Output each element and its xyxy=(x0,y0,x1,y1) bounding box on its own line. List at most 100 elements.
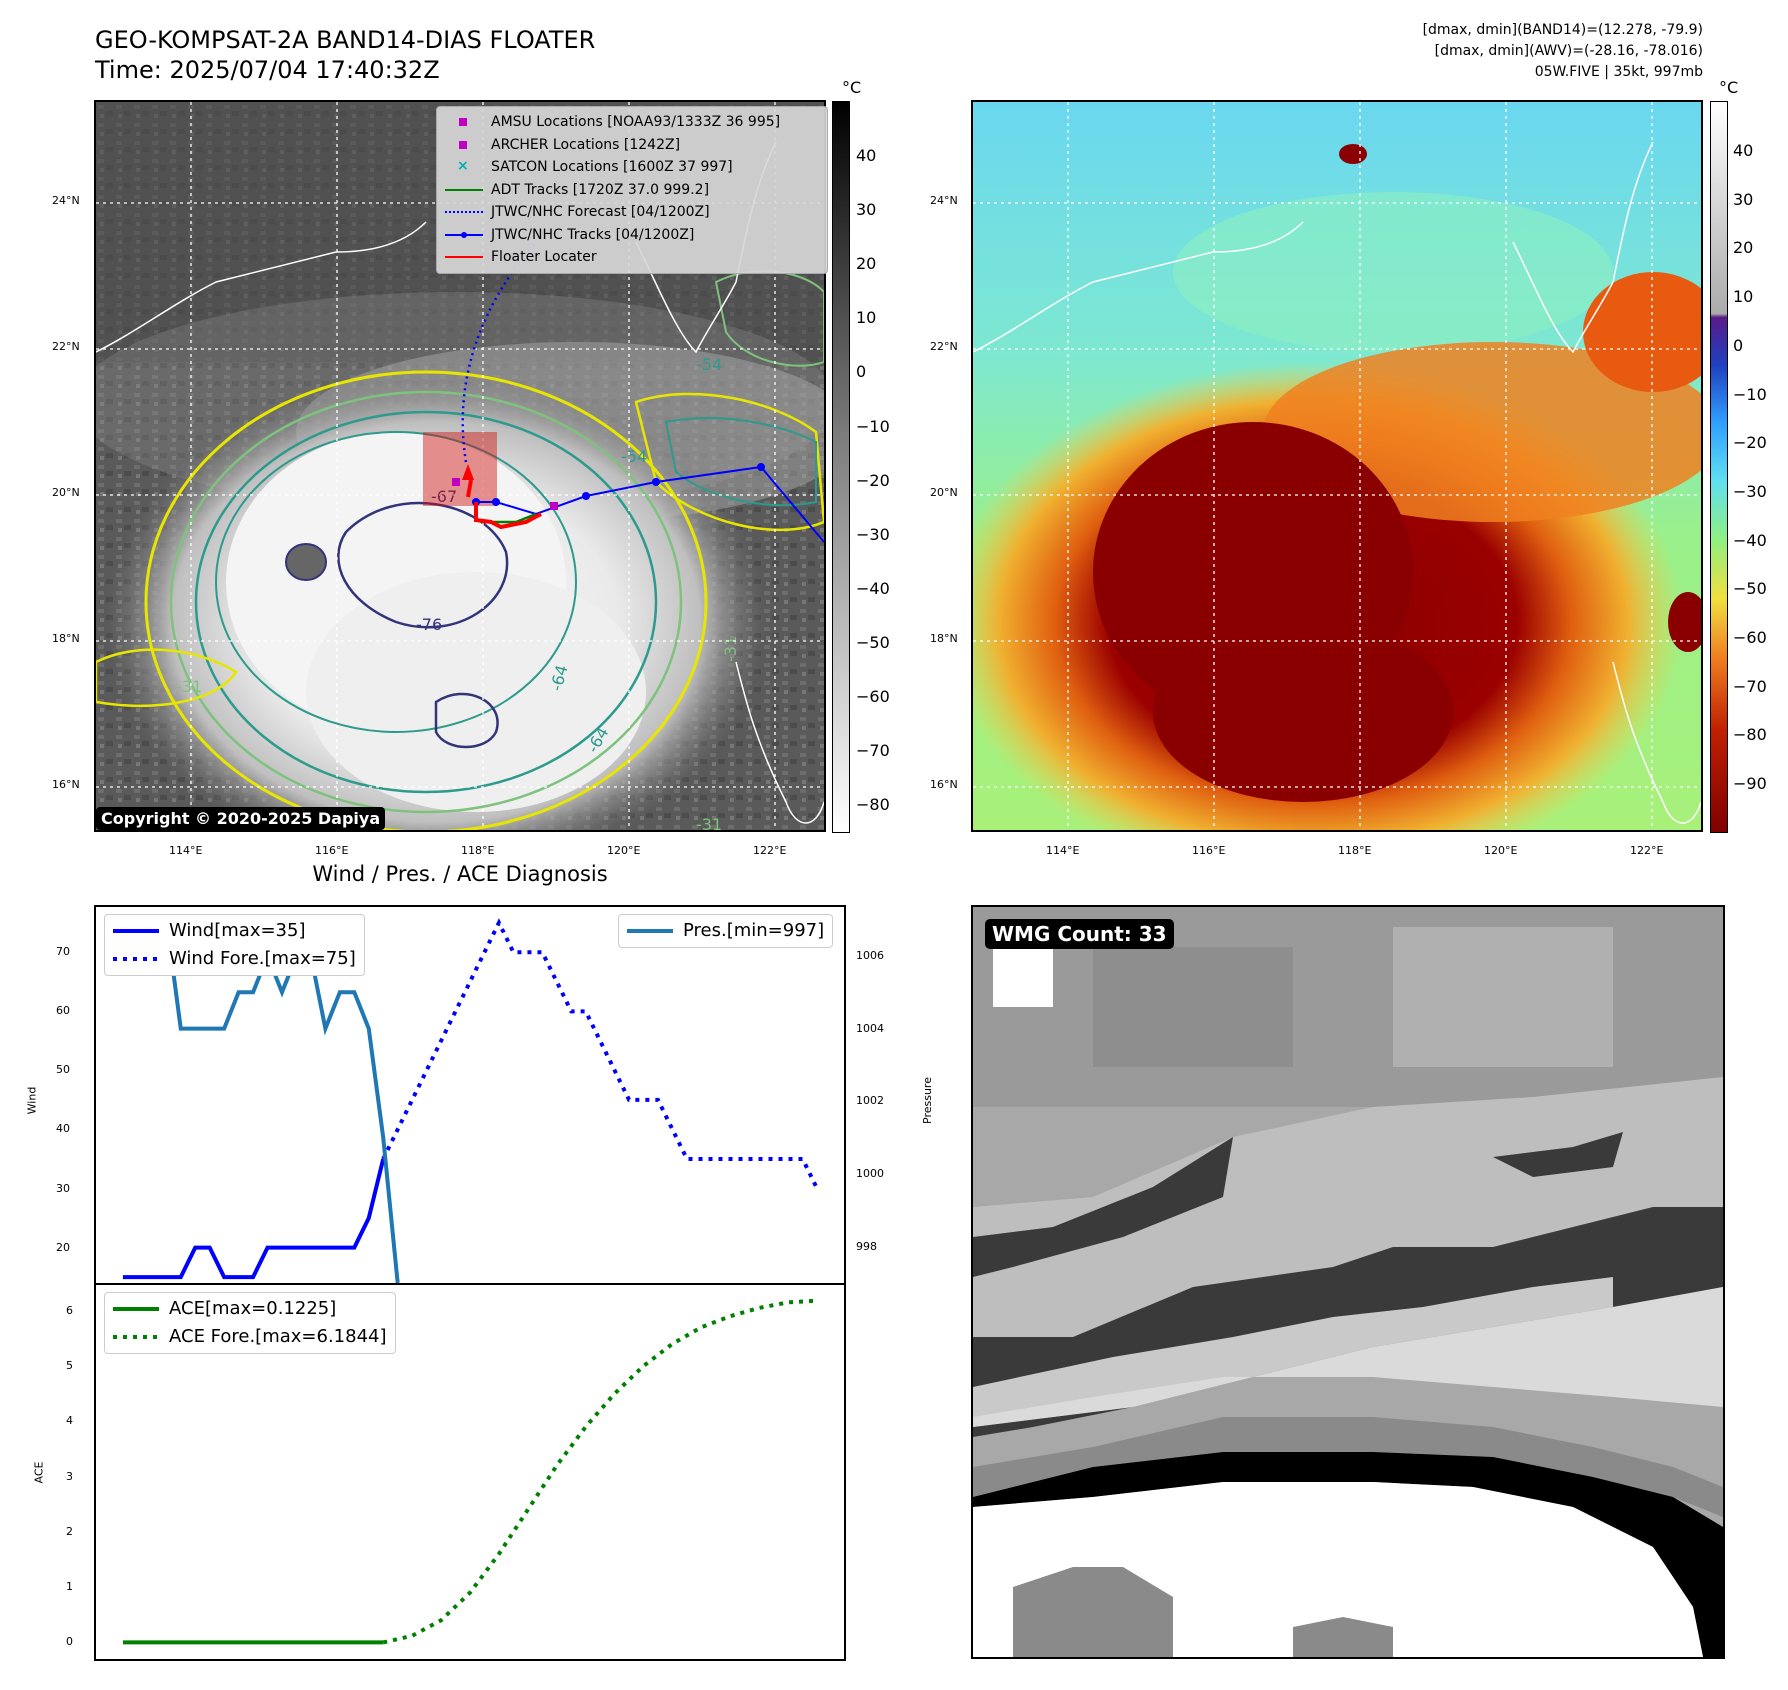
pressure-ytick-label: 1006 xyxy=(856,948,884,962)
lon-label-118e: 118°E xyxy=(461,844,495,857)
colorbar-tick: −10 xyxy=(856,416,890,436)
lon-label-114e: 114°E xyxy=(1046,844,1080,857)
colorbar-tick: −50 xyxy=(1733,579,1767,599)
colorbar-gray xyxy=(832,101,850,833)
colorbar-tick: −70 xyxy=(1733,676,1767,696)
ir-color-image xyxy=(973,102,1701,830)
ace-ytick-label: 4 xyxy=(66,1414,73,1428)
lon-label-120e: 120°E xyxy=(607,844,641,857)
colorbar-tick: 40 xyxy=(856,146,877,165)
wind-legend: Wind[max=35] Wind Fore.[max=75] xyxy=(104,914,365,976)
contour-label: -54 xyxy=(696,355,722,374)
lon-label-120e: 120°E xyxy=(1484,844,1518,857)
wmg-panel: WMG Count: 33 xyxy=(971,905,1725,1659)
lon-label-116e: 116°E xyxy=(1192,844,1226,857)
legend-item-jtwc-tracks: JTWC/NHC Tracks [04/1200Z] xyxy=(445,224,819,247)
colorbar-tick: 30 xyxy=(1733,189,1754,209)
lat-label-20n: 20°N xyxy=(930,486,958,499)
contour-label: -31 xyxy=(176,677,202,696)
colorbar-tick: 20 xyxy=(856,254,877,274)
colorbar-tick: −60 xyxy=(1733,628,1767,647)
wind-ytick-label: 40 xyxy=(56,1122,70,1136)
pressure-ytick-label: 1002 xyxy=(856,1094,884,1108)
colorbar-tick: −70 xyxy=(856,741,890,761)
lat-label-18n: 18°N xyxy=(930,632,958,645)
wind-ytick-label: 50 xyxy=(56,1063,70,1077)
diagnosis-title: Wind / Pres. / ACE Diagnosis xyxy=(312,862,608,886)
lat-label-20n: 20°N xyxy=(52,486,80,499)
page-title: GEO-KOMPSAT-2A BAND14-DIAS FLOATER xyxy=(95,26,596,54)
colorbar-tick: 30 xyxy=(856,200,877,220)
lon-label-122e: 122°E xyxy=(753,844,787,857)
legend-item-satcon: × SATCON Locations [1600Z 37 997] xyxy=(457,158,733,175)
colorbar-tick: −80 xyxy=(1733,725,1767,745)
wmg-count-badge: WMG Count: 33 xyxy=(985,919,1174,949)
series-line-0 xyxy=(122,1158,386,1280)
wind-ytick-label: 20 xyxy=(56,1240,70,1254)
lat-label-16n: 16°N xyxy=(52,778,80,791)
lon-label-122e: 122°E xyxy=(1630,844,1664,857)
info-line-1: [dmax, dmin](BAND14)=(12.278, -79.9) xyxy=(1422,22,1703,38)
colorbar-tick: 0 xyxy=(1733,335,1744,355)
pressure-ylabel: Pressure xyxy=(920,1077,934,1124)
ace-ytick-label: 2 xyxy=(66,1524,73,1538)
lat-label-18n: 18°N xyxy=(52,632,80,645)
colorbar-color-unit: °C xyxy=(1719,78,1739,97)
lat-label-22n: 22°N xyxy=(930,340,958,353)
colorbar-tick: −40 xyxy=(856,578,890,598)
contour-label: -54 xyxy=(621,447,647,466)
legend-item-pressure: Pres.[min=997] xyxy=(627,920,825,941)
ace-ylabel: ACE xyxy=(32,1461,46,1484)
colorbar-tick: −50 xyxy=(856,632,890,652)
ace-ytick-label: 6 xyxy=(66,1303,73,1317)
colorbar-color xyxy=(1710,101,1728,833)
legend-item-wind-forecast: Wind Fore.[max=75] xyxy=(113,948,356,969)
colorbar-tick: 10 xyxy=(856,308,877,328)
info-line-3: 05W.FIVE | 35kt, 997mb xyxy=(1534,64,1703,80)
lat-label-22n: 22°N xyxy=(52,340,80,353)
colorbar-tick: −20 xyxy=(856,470,890,490)
pressure-legend: Pres.[min=997] xyxy=(618,914,834,948)
colorbar-tick: −80 xyxy=(856,795,890,815)
colorbar-tick: 10 xyxy=(1733,287,1754,307)
ir-color-map xyxy=(971,100,1703,832)
colorbar-gray-unit: °C xyxy=(842,78,862,97)
lon-label-116e: 116°E xyxy=(315,844,349,857)
colorbar-tick: 40 xyxy=(1733,141,1754,160)
ace-ytick-label: 5 xyxy=(66,1358,73,1372)
ace-ytick-label: 3 xyxy=(66,1469,73,1483)
lat-label-24n: 24°N xyxy=(930,194,958,207)
legend-item-ace-forecast: ACE Fore.[max=6.1844] xyxy=(113,1326,387,1347)
info-line-2: [dmax, dmin](AWV)=(-28.16, -78.016) xyxy=(1434,43,1703,59)
colorbar-tick: −60 xyxy=(856,687,890,706)
legend-item-amsu: AMSU Locations [NOAA93/1333Z 36 995] xyxy=(445,111,819,134)
lat-label-16n: 16°N xyxy=(930,778,958,791)
colorbar-tick: −30 xyxy=(856,524,890,544)
ace-ytick-label: 1 xyxy=(66,1580,73,1594)
page-time: Time: 2025/07/04 17:40:32Z xyxy=(95,56,440,84)
wind-ytick-label: 30 xyxy=(56,1181,70,1195)
legend-item-jtwc-forecast: JTWC/NHC Forecast [04/1200Z] xyxy=(445,201,819,224)
legend-item-ace: ACE[max=0.1225] xyxy=(113,1298,337,1319)
colorbar-tick: −20 xyxy=(1733,433,1767,453)
ace-ytick-label: 0 xyxy=(66,1635,73,1649)
colorbar-tick: 20 xyxy=(1733,238,1754,258)
pressure-ytick-label: 1000 xyxy=(856,1166,884,1180)
contour-label: -76 xyxy=(416,615,442,634)
legend-item-floater: Floater Locater xyxy=(445,246,819,269)
contour-label: -31 xyxy=(721,636,740,662)
legend-item-adt: ADT Tracks [1720Z 37.0 999.2] xyxy=(445,179,819,202)
ace-series-line-1 xyxy=(382,1298,818,1645)
colorbar-tick: −40 xyxy=(1733,530,1767,550)
legend-item-wind: Wind[max=35] xyxy=(113,920,306,941)
pressure-ytick-label: 998 xyxy=(856,1239,877,1253)
lat-label-24n: 24°N xyxy=(52,194,80,207)
wind-ytick-label: 70 xyxy=(56,945,70,959)
lon-label-114e: 114°E xyxy=(169,844,203,857)
colorbar-tick: −10 xyxy=(1733,384,1767,404)
lon-label-118e: 118°E xyxy=(1338,844,1372,857)
ace-legend: ACE[max=0.1225] ACE Fore.[max=6.1844] xyxy=(104,1292,396,1354)
map-legend: AMSU Locations [NOAA93/1333Z 36 995] ARC… xyxy=(436,106,828,274)
copyright-label: Copyright © 2020-2025 Dapiya xyxy=(96,807,386,830)
pressure-ytick-label: 1004 xyxy=(856,1021,884,1035)
